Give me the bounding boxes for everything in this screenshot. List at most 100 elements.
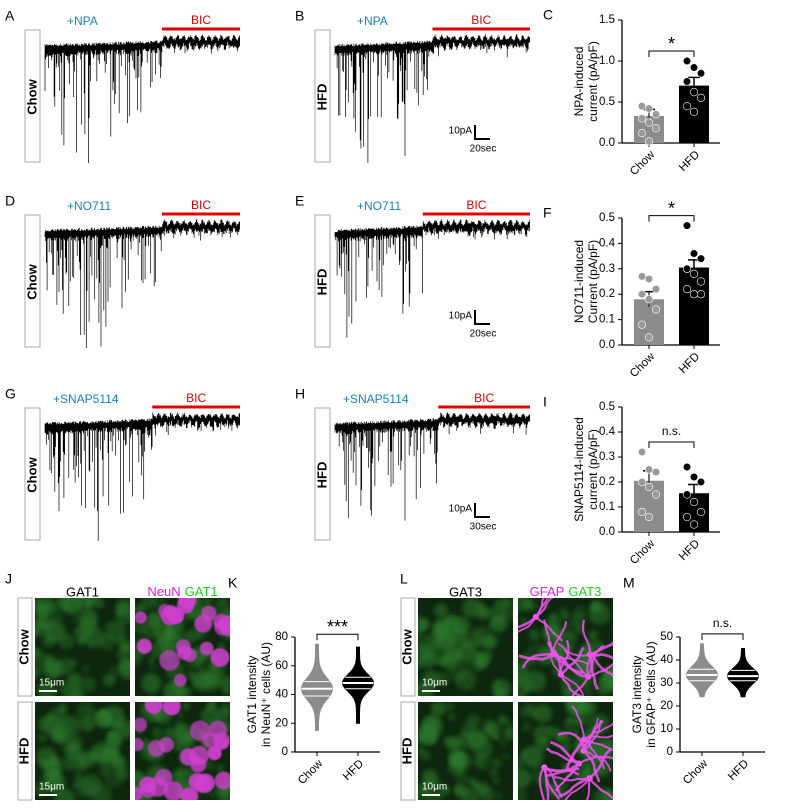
texture [216, 763, 225, 773]
y-tick-label: 40 [275, 689, 288, 701]
y-tick-label: 0.2 [599, 288, 615, 300]
y-axis-label: SNAP5114-induced [572, 417, 586, 522]
texture [470, 780, 480, 789]
texture [493, 683, 502, 692]
significance-label: n.s. [662, 424, 681, 438]
micrograph [135, 702, 230, 800]
texture [149, 663, 156, 671]
astro-process [559, 673, 584, 696]
texture [489, 635, 500, 646]
astro-process [582, 749, 601, 783]
drug-label: +NPA [67, 14, 98, 28]
panel-letter: L [400, 571, 408, 587]
texture [583, 702, 597, 715]
data-point [637, 507, 647, 517]
data-point [644, 295, 654, 304]
y-tick-label: 0.4 [599, 237, 616, 249]
data-point [644, 104, 654, 113]
texture [76, 756, 84, 764]
y-axis-label: NPA-induced [572, 47, 586, 117]
x-tick-label: Chow [628, 537, 658, 567]
texture [588, 629, 599, 640]
texture [135, 620, 148, 635]
channel-name: GAT3 [568, 584, 601, 599]
row-box [400, 597, 416, 697]
texture [423, 714, 440, 731]
texture [420, 750, 431, 761]
texture [156, 636, 175, 655]
data-point [689, 63, 699, 72]
y-axis-label: NO711-induced [572, 240, 586, 323]
y-tick-label: 0.3 [599, 451, 615, 463]
micrograph [518, 702, 613, 800]
astro-process [518, 616, 537, 633]
texture [418, 649, 438, 669]
y-tick-label: 0.5 [599, 96, 615, 108]
texture [608, 682, 613, 690]
panel-letter: A [5, 8, 15, 24]
scale-label: 15μm [39, 782, 64, 793]
data-point [644, 512, 654, 522]
texture [448, 661, 469, 682]
trace [334, 219, 530, 338]
texture [446, 702, 454, 711]
texture [474, 756, 485, 767]
data-point [651, 490, 661, 499]
texture [518, 768, 532, 789]
x-tick-label: HFD [677, 351, 702, 376]
y-tick-label: 0.0 [599, 526, 615, 538]
cell [147, 776, 168, 797]
data-point [682, 490, 692, 499]
data-point [682, 462, 692, 472]
group-box [24, 29, 41, 163]
y-tick-label: 0.1 [599, 314, 615, 326]
scale-label-x: 20sec [470, 144, 497, 155]
texture [76, 702, 96, 721]
texture [489, 767, 499, 777]
blocker-label: BIC [191, 198, 211, 212]
texture [147, 656, 155, 664]
data-point [682, 221, 692, 230]
panel-letter: D [5, 193, 15, 209]
texture [448, 713, 456, 720]
texture [74, 778, 95, 799]
texture [86, 639, 93, 647]
cell [180, 787, 199, 800]
row-box [17, 701, 33, 801]
texture [141, 673, 162, 694]
micrograph [418, 598, 513, 696]
x-tick-label: HFD [726, 758, 751, 783]
y-tick-label: 0 [282, 746, 288, 758]
texture [62, 598, 83, 615]
data-point [682, 101, 692, 111]
texture [443, 614, 456, 627]
astro-process [587, 644, 605, 677]
texture [59, 734, 79, 754]
texture [483, 649, 494, 660]
drug-label: +NO711 [357, 199, 401, 213]
y-tick-label: 0.5 [599, 401, 615, 413]
texture [461, 722, 479, 741]
y-tick-label: 0.0 [599, 137, 615, 149]
texture [116, 647, 130, 661]
channel-header: NeuN GAT1 [147, 584, 217, 599]
y-tick-label: 0 [667, 746, 673, 758]
data-point [637, 272, 647, 281]
texture [419, 727, 438, 746]
texture [58, 633, 75, 650]
row-label: HFD [399, 738, 414, 765]
x-tick-label: Chow [681, 757, 711, 787]
y-axis-label: GAT3 intensity [630, 656, 644, 734]
y-tick-label: 0.4 [599, 426, 616, 438]
y-tick-label: 1.0 [599, 55, 615, 67]
violin [300, 643, 334, 731]
texture [48, 726, 65, 742]
texture [533, 725, 553, 744]
panel-letter: M [623, 575, 635, 591]
significance-label: * [668, 198, 675, 218]
astro-process [583, 734, 613, 741]
blocker-label: BIC [466, 198, 486, 212]
y-tick-label: 60 [275, 660, 288, 672]
texture [174, 720, 186, 733]
